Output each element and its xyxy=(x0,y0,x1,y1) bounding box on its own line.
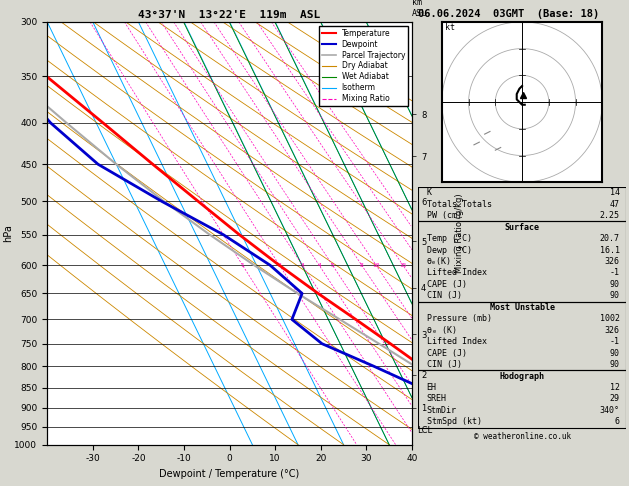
Text: 8: 8 xyxy=(360,263,364,268)
Text: Most Unstable: Most Unstable xyxy=(489,303,555,312)
Text: Mixing Ratio (g/kg): Mixing Ratio (g/kg) xyxy=(455,193,464,273)
Text: LCL: LCL xyxy=(418,426,433,435)
X-axis label: Dewpoint / Temperature (°C): Dewpoint / Temperature (°C) xyxy=(160,469,299,479)
Text: 06.06.2024  03GMT  (Base: 18): 06.06.2024 03GMT (Base: 18) xyxy=(418,9,599,19)
Text: StmDir: StmDir xyxy=(426,406,457,415)
Text: SREH: SREH xyxy=(426,395,447,403)
Text: 47: 47 xyxy=(610,200,620,209)
Text: 90: 90 xyxy=(610,360,620,369)
Text: CIN (J): CIN (J) xyxy=(426,292,462,300)
Text: 10: 10 xyxy=(372,263,380,268)
Text: km
ASL: km ASL xyxy=(412,0,427,17)
Text: 14: 14 xyxy=(610,189,620,197)
Text: 15: 15 xyxy=(399,263,407,268)
Text: Dewp (°C): Dewp (°C) xyxy=(426,245,472,255)
Text: Lifted Index: Lifted Index xyxy=(426,337,487,346)
Text: -1: -1 xyxy=(610,337,620,346)
Text: Hodograph: Hodograph xyxy=(499,371,545,381)
Text: 20.7: 20.7 xyxy=(599,234,620,243)
Text: StmSpd (kt): StmSpd (kt) xyxy=(426,417,482,426)
Text: 90: 90 xyxy=(610,280,620,289)
Text: 6: 6 xyxy=(615,417,620,426)
Text: -1: -1 xyxy=(610,268,620,278)
Text: 340°: 340° xyxy=(599,406,620,415)
Y-axis label: hPa: hPa xyxy=(3,225,13,242)
Text: Pressure (mb): Pressure (mb) xyxy=(426,314,492,323)
Text: CAPE (J): CAPE (J) xyxy=(426,280,467,289)
Text: 4: 4 xyxy=(317,263,321,268)
Text: 2: 2 xyxy=(277,263,281,268)
Text: 3: 3 xyxy=(301,263,304,268)
Text: Lifted Index: Lifted Index xyxy=(426,268,487,278)
Text: EH: EH xyxy=(426,383,437,392)
Text: 1002: 1002 xyxy=(599,314,620,323)
Text: Totals Totals: Totals Totals xyxy=(426,200,492,209)
Legend: Temperature, Dewpoint, Parcel Trajectory, Dry Adiabat, Wet Adiabat, Isotherm, Mi: Temperature, Dewpoint, Parcel Trajectory… xyxy=(319,26,408,106)
Text: 16.1: 16.1 xyxy=(599,245,620,255)
Text: 2.25: 2.25 xyxy=(599,211,620,220)
Text: 326: 326 xyxy=(604,257,620,266)
Text: Temp (°C): Temp (°C) xyxy=(426,234,472,243)
Text: 29: 29 xyxy=(610,395,620,403)
Text: 5: 5 xyxy=(331,263,335,268)
Text: 12: 12 xyxy=(610,383,620,392)
Text: Surface: Surface xyxy=(504,223,540,232)
Text: © weatheronline.co.uk: © weatheronline.co.uk xyxy=(474,432,571,441)
Text: θₑ (K): θₑ (K) xyxy=(426,326,457,335)
Text: CIN (J): CIN (J) xyxy=(426,360,462,369)
Text: θₑ(K): θₑ(K) xyxy=(426,257,452,266)
Text: PW (cm): PW (cm) xyxy=(426,211,462,220)
Text: 90: 90 xyxy=(610,348,620,358)
Text: K: K xyxy=(426,189,431,197)
Text: 1: 1 xyxy=(241,263,245,268)
Text: kt: kt xyxy=(445,23,455,32)
Text: 326: 326 xyxy=(604,326,620,335)
Text: CAPE (J): CAPE (J) xyxy=(426,348,467,358)
Text: 90: 90 xyxy=(610,292,620,300)
Title: 43°37'N  13°22'E  119m  ASL: 43°37'N 13°22'E 119m ASL xyxy=(138,10,321,20)
